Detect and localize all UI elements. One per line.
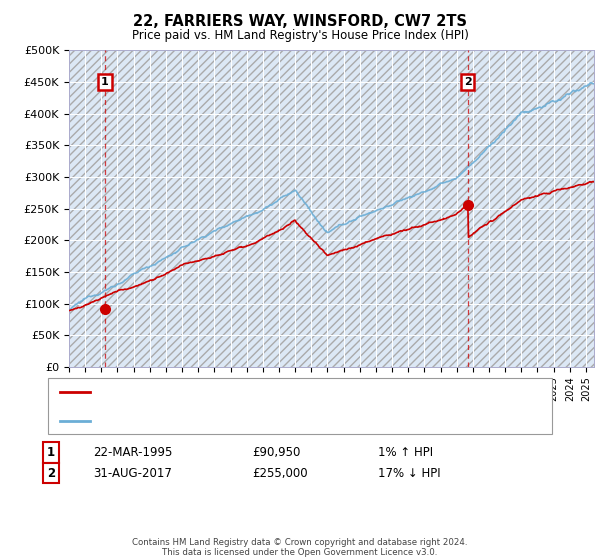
Text: Price paid vs. HM Land Registry's House Price Index (HPI): Price paid vs. HM Land Registry's House … (131, 29, 469, 42)
Text: HPI: Average price, detached house, Cheshire West and Chester: HPI: Average price, detached house, Ches… (99, 416, 449, 426)
Text: 1% ↑ HPI: 1% ↑ HPI (378, 446, 433, 459)
Text: 1: 1 (101, 77, 109, 87)
Text: 1: 1 (47, 446, 55, 459)
Text: 2: 2 (47, 466, 55, 480)
Text: £255,000: £255,000 (252, 466, 308, 480)
Text: 31-AUG-2017: 31-AUG-2017 (93, 466, 172, 480)
Text: £90,950: £90,950 (252, 446, 301, 459)
Text: 22-MAR-1995: 22-MAR-1995 (93, 446, 172, 459)
Text: 22, FARRIERS WAY, WINSFORD, CW7 2TS (detached house): 22, FARRIERS WAY, WINSFORD, CW7 2TS (det… (99, 387, 422, 397)
Text: Contains HM Land Registry data © Crown copyright and database right 2024.
This d: Contains HM Land Registry data © Crown c… (132, 538, 468, 557)
Text: 17% ↓ HPI: 17% ↓ HPI (378, 466, 440, 480)
Text: 22, FARRIERS WAY, WINSFORD, CW7 2TS: 22, FARRIERS WAY, WINSFORD, CW7 2TS (133, 14, 467, 29)
Text: 2: 2 (464, 77, 472, 87)
